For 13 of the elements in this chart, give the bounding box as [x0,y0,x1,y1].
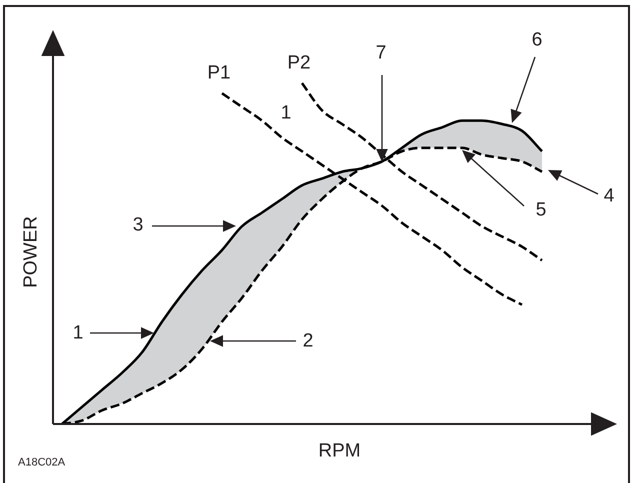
annotation: 2 [302,330,314,352]
annotation: 5 [536,200,546,220]
annotation: 3 [132,214,144,236]
series-label: P1 [207,62,231,84]
text: 7 [376,42,386,64]
text: A18C02A [18,456,66,468]
annotation: 1 [280,102,292,124]
annotation: 1 [72,322,84,344]
x-axis-title: RPM [318,440,361,462]
y-axis-title: POWER [20,216,42,288]
text: 4 [604,186,614,206]
series-label: P2 [287,52,311,74]
text: 6 [532,30,542,50]
